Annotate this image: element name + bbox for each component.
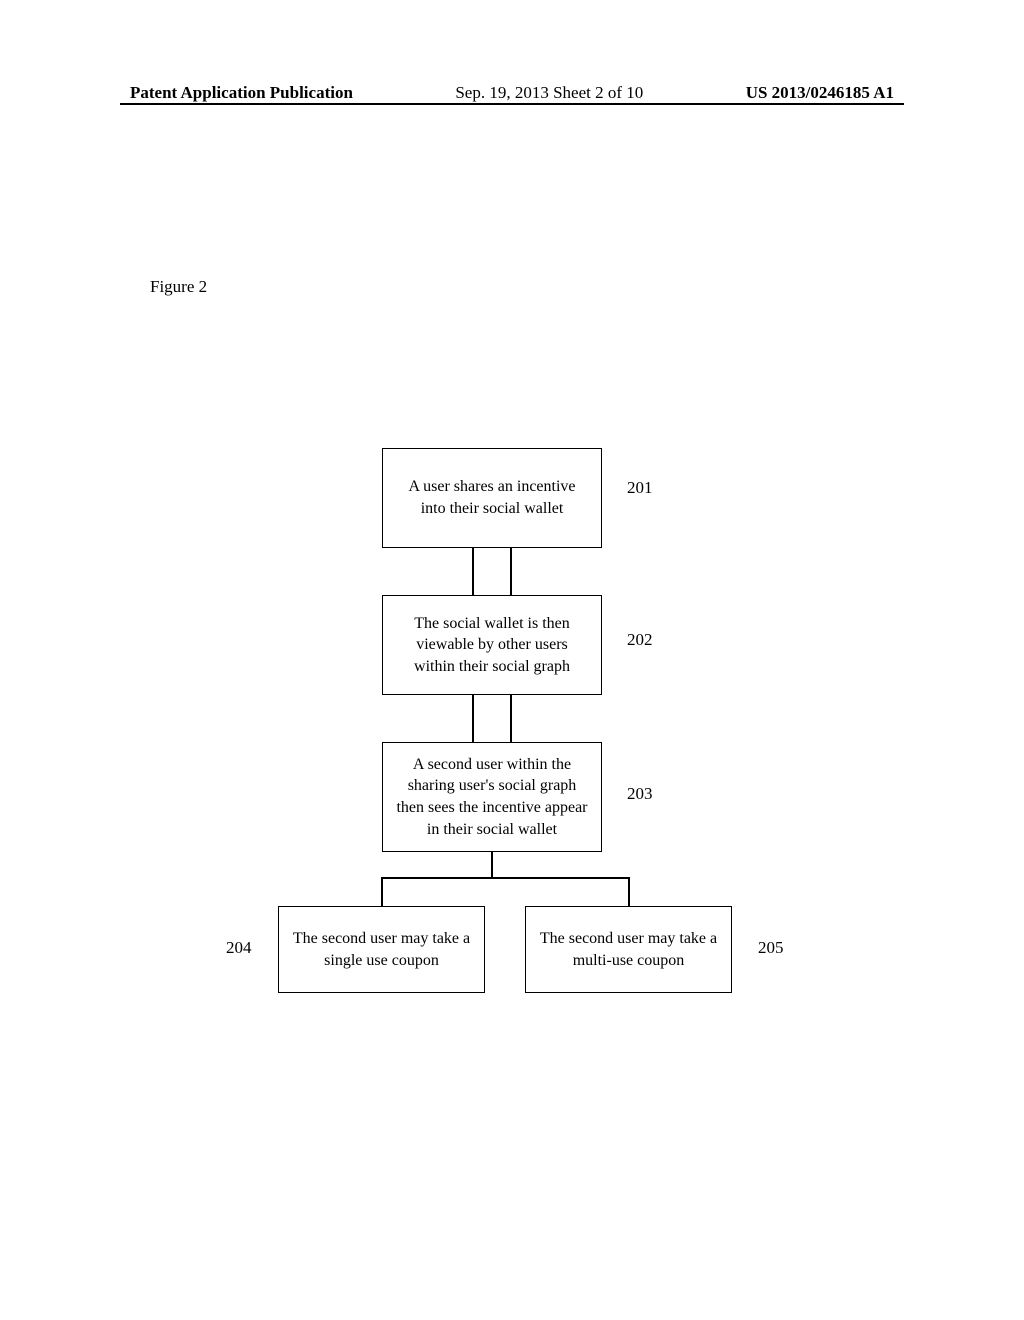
header-date-sheet: Sep. 19, 2013 Sheet 2 of 10 bbox=[455, 83, 643, 103]
figure-label: Figure 2 bbox=[150, 277, 207, 297]
flowchart-node-205: The second user may take a multi-use cou… bbox=[525, 906, 732, 993]
flowchart-node-203: A second user within the sharing user's … bbox=[382, 742, 602, 852]
flowchart-node-202: The social wallet is then viewable by ot… bbox=[382, 595, 602, 695]
header-patent-number: US 2013/0246185 A1 bbox=[746, 83, 894, 103]
page-header: Patent Application Publication Sep. 19, … bbox=[0, 83, 1024, 103]
ref-label-204: 204 bbox=[226, 938, 252, 958]
connector-202-203-left bbox=[472, 695, 474, 742]
connector-201-202-left bbox=[472, 548, 474, 595]
node-text-202: The social wallet is then viewable by ot… bbox=[395, 613, 589, 678]
node-text-204: The second user may take a single use co… bbox=[291, 928, 472, 971]
connector-split-horizontal bbox=[381, 877, 628, 879]
connector-201-202-right bbox=[510, 548, 512, 595]
node-text-201: A user shares an incentive into their so… bbox=[395, 476, 589, 519]
node-text-203: A second user within the sharing user's … bbox=[395, 754, 589, 840]
connector-split-205 bbox=[628, 877, 630, 906]
flowchart-node-204: The second user may take a single use co… bbox=[278, 906, 485, 993]
header-publication: Patent Application Publication bbox=[130, 83, 353, 103]
ref-label-203: 203 bbox=[627, 784, 653, 804]
header-divider bbox=[120, 103, 904, 105]
connector-split-204 bbox=[381, 877, 383, 906]
ref-label-201: 201 bbox=[627, 478, 653, 498]
ref-label-202: 202 bbox=[627, 630, 653, 650]
connector-202-203-right bbox=[510, 695, 512, 742]
node-text-205: The second user may take a multi-use cou… bbox=[538, 928, 719, 971]
ref-label-205: 205 bbox=[758, 938, 784, 958]
connector-203-split bbox=[491, 852, 493, 877]
flowchart-node-201: A user shares an incentive into their so… bbox=[382, 448, 602, 548]
